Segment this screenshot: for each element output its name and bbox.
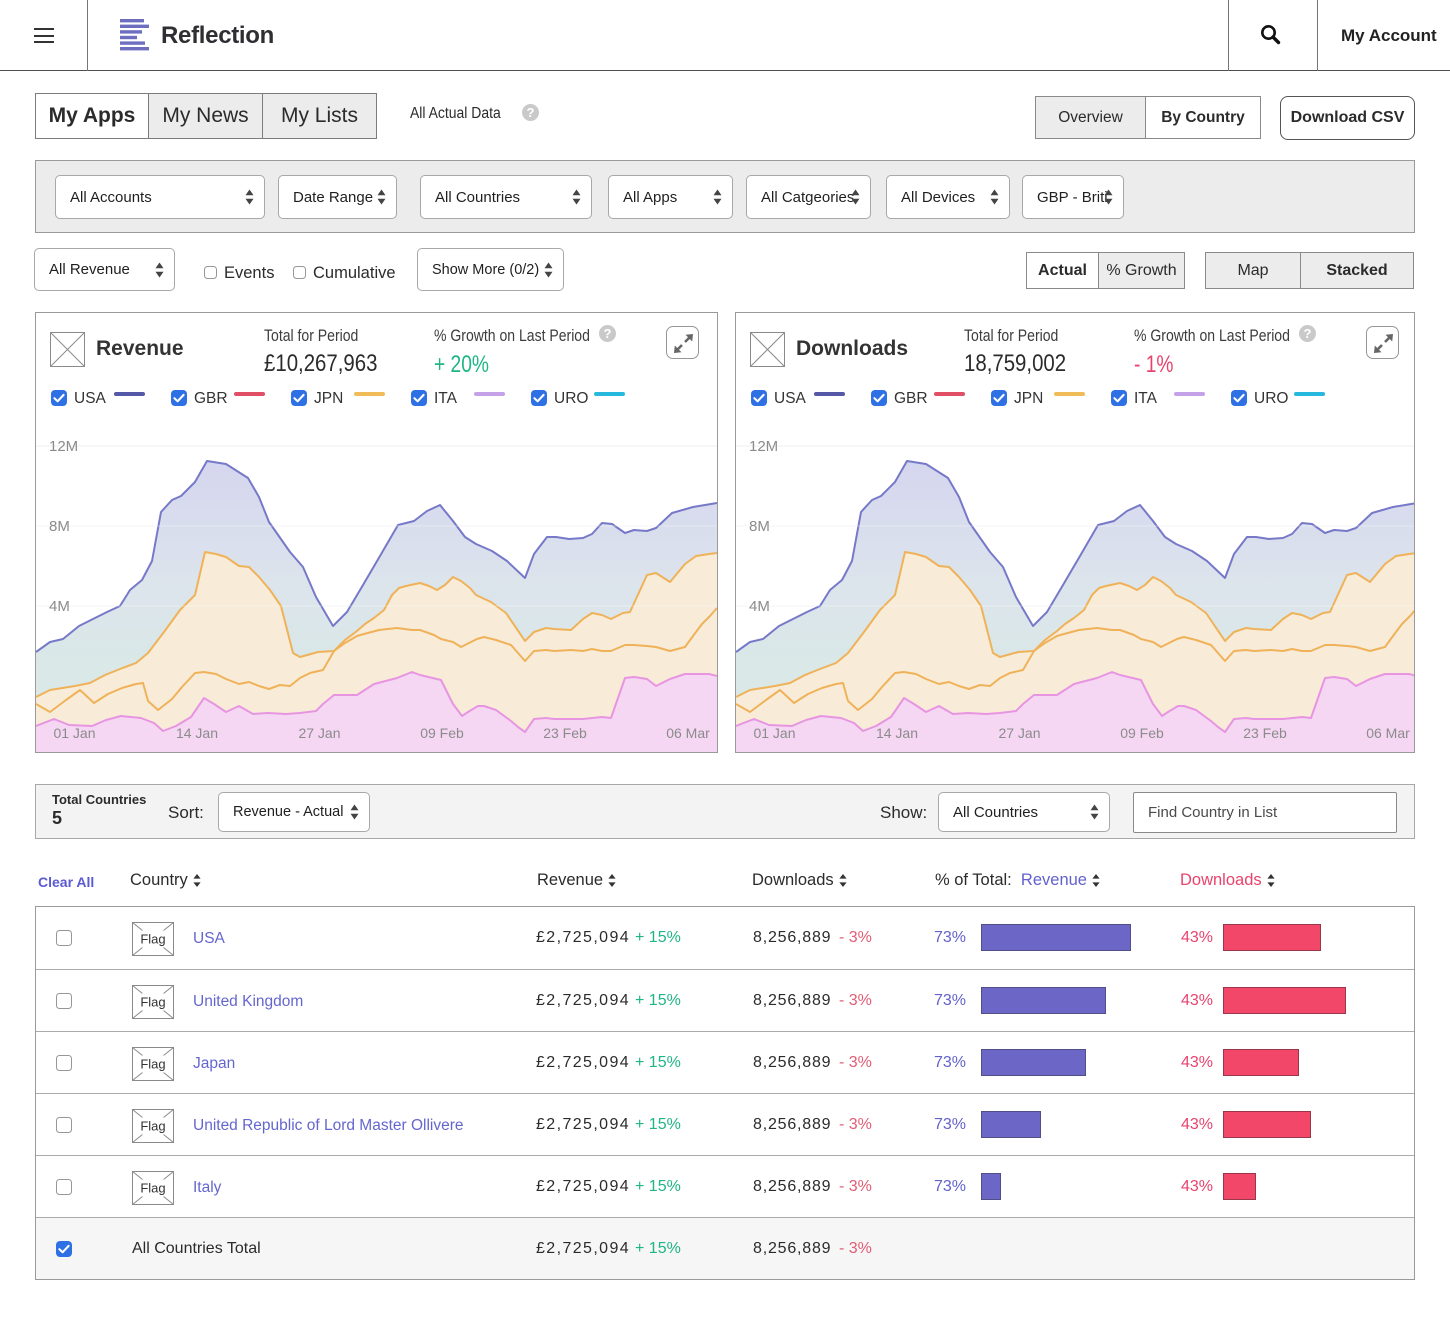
svg-text:8M: 8M [749, 518, 770, 535]
svg-text:14 Jan: 14 Jan [876, 725, 918, 741]
svg-text:23 Feb: 23 Feb [543, 725, 587, 741]
svg-text:06 Mar: 06 Mar [1366, 725, 1410, 741]
svg-text:4M: 4M [49, 598, 70, 615]
svg-text:12M: 12M [49, 438, 78, 455]
svg-text:01 Jan: 01 Jan [53, 725, 95, 741]
svg-text:23 Feb: 23 Feb [1243, 725, 1287, 741]
svg-text:4M: 4M [749, 598, 770, 615]
svg-text:09 Feb: 09 Feb [420, 725, 464, 741]
svg-text:27 Jan: 27 Jan [998, 725, 1040, 741]
svg-text:8M: 8M [49, 518, 70, 535]
svg-text:Flag: Flag [140, 995, 165, 1010]
svg-text:09 Feb: 09 Feb [1120, 725, 1164, 741]
svg-text:27 Jan: 27 Jan [298, 725, 340, 741]
svg-text:14 Jan: 14 Jan [176, 725, 218, 741]
svg-text:Flag: Flag [140, 1181, 165, 1196]
svg-text:06 Mar: 06 Mar [666, 725, 710, 741]
svg-text:Flag: Flag [140, 1057, 165, 1072]
svg-text:Flag: Flag [140, 932, 165, 947]
svg-text:Flag: Flag [140, 1119, 165, 1134]
svg-text:01 Jan: 01 Jan [753, 725, 795, 741]
svg-text:12M: 12M [749, 438, 778, 455]
